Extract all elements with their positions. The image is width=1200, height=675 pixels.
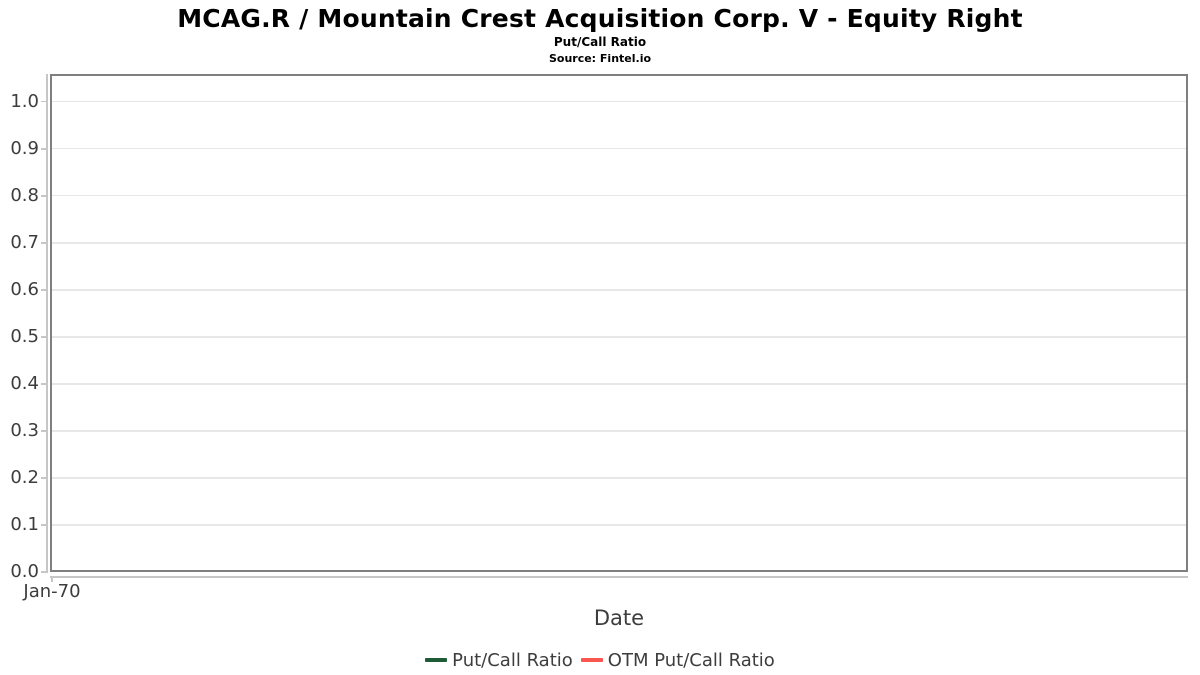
y-tick-mark (41, 289, 47, 291)
x-axis-title: Date (593, 606, 645, 630)
x-tick-mark (51, 578, 53, 582)
y-gridline (52, 148, 1186, 150)
y-tick-label: 0.4 (10, 372, 39, 394)
y-tick-mark (41, 100, 47, 103)
legend-line-swatch (580, 658, 603, 662)
y-tick-mark (41, 477, 47, 479)
y-tick-mark (41, 148, 47, 150)
plot-area (50, 74, 1188, 572)
legend-item-put-call-ratio: Put/Call Ratio (425, 650, 573, 671)
y-tick-label: 0.6 (10, 278, 39, 300)
y-tick-label: 0.3 (10, 419, 39, 441)
y-tick-mark (41, 383, 47, 385)
y-tick-label: 0.5 (10, 325, 39, 347)
y-tick-label: 1.0 (10, 90, 39, 112)
y-tick-mark (41, 430, 47, 432)
y-axis-line (46, 74, 48, 573)
x-tick-label: Jan-70 (23, 581, 81, 602)
y-tick-mark (41, 524, 47, 526)
y-gridline (52, 524, 1186, 526)
y-tick-mark (41, 242, 47, 244)
legend-item-label: Put/Call Ratio (452, 649, 573, 671)
y-gridline (52, 336, 1186, 338)
y-gridline (52, 430, 1186, 432)
y-tick-label: 0.2 (10, 466, 39, 488)
chart-source-label: Source: Fintel.io (548, 52, 652, 65)
y-gridline (52, 383, 1186, 385)
chart-title: MCAG.R / Mountain Crest Acquisition Corp… (177, 4, 1023, 33)
legend-item-label: OTM Put/Call Ratio (607, 649, 775, 671)
y-tick-mark (41, 336, 47, 338)
legend-line-swatch (425, 658, 448, 662)
y-tick-label: 0.0 (10, 561, 39, 582)
chart-subtitle: Put/Call Ratio (553, 35, 647, 49)
legend-item-otm-put-call-ratio: OTM Put/Call Ratio (580, 649, 775, 671)
y-gridline (52, 477, 1186, 479)
y-tick-label: 0.7 (10, 231, 39, 253)
y-tick-label: 0.9 (10, 137, 39, 159)
y-tick-label: 0.8 (10, 184, 39, 206)
x-axis-line (50, 576, 1188, 578)
y-gridline (52, 289, 1186, 291)
y-tick-mark (41, 195, 47, 197)
y-gridline (52, 242, 1186, 244)
legend: Put/Call Ratio OTM Put/Call Ratio (0, 648, 1200, 672)
y-tick-mark (41, 571, 47, 573)
y-gridline (52, 101, 1186, 103)
y-gridline (52, 195, 1186, 197)
y-tick-label: 0.1 (10, 513, 39, 535)
